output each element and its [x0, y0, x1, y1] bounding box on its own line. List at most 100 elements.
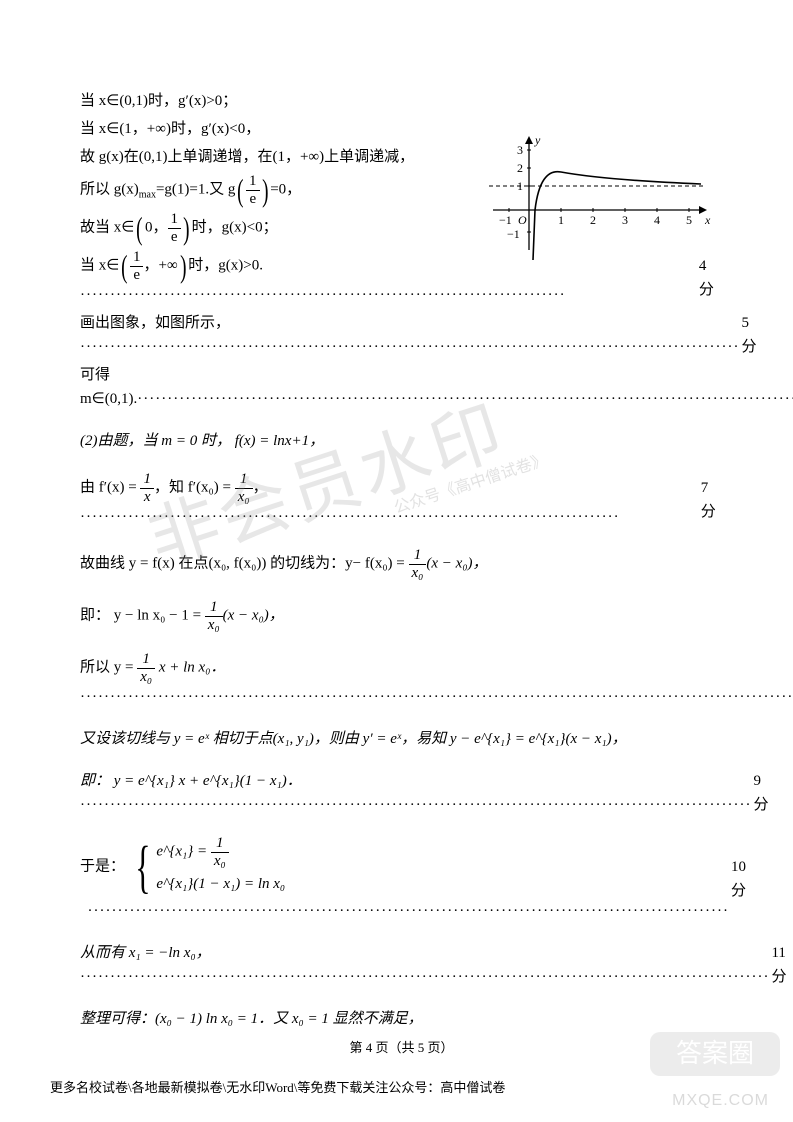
denominator: x₀: [235, 489, 253, 506]
text: 从而有 x₁ = −ln x₀，: [80, 945, 203, 961]
text: 画出图象，如图所示，: [80, 315, 223, 331]
fraction: 1x₀: [137, 651, 155, 685]
x-tick: −1: [499, 213, 512, 227]
text: ，+∞: [143, 257, 177, 273]
numerator: 1: [168, 211, 182, 229]
subscript: max: [139, 189, 156, 200]
text: 于是：: [80, 858, 125, 874]
denominator: e: [130, 267, 144, 284]
x-tick: 2: [590, 213, 596, 227]
denominator: e: [168, 229, 182, 246]
denominator: x₀: [211, 853, 229, 870]
denominator: x: [140, 489, 154, 506]
score-label: 11 分: [771, 941, 786, 989]
equation-system: e^{x₁} = 1x₀ e^{x₁}(1 − x₁) = ln x₀: [156, 835, 285, 899]
fraction: 1x₀: [235, 471, 253, 505]
paren-open: (: [238, 174, 244, 206]
paren-open: (: [121, 250, 127, 282]
y-tick: −1: [507, 227, 520, 241]
leader-dots: ········································…: [80, 797, 751, 813]
text: e^{x₁}(1 − x₁) = ln x₀: [156, 869, 285, 899]
y-tick: 3: [517, 143, 523, 157]
scored-line: 于是： { e^{x₁} = 1x₀ e^{x₁}(1 − x₁) = ln x…: [80, 835, 723, 923]
page-number: 第 4 页（共 5 页）: [80, 1037, 723, 1056]
y-tick: 1: [517, 179, 523, 193]
score-label: 5 分: [741, 311, 756, 359]
paren-close: ): [180, 250, 186, 282]
text: 时，g(x)<0；: [192, 219, 278, 235]
numerator: 1: [140, 471, 154, 489]
text: 整理可得：(x₀ − 1) ln x₀ = 1．又 x₀ = 1 显然不满足，: [80, 1011, 423, 1027]
text: e^{x₁} =: [156, 843, 210, 859]
scored-line: 画出图象，如图所示，······························…: [80, 311, 723, 359]
leader-dots: ········································…: [88, 903, 729, 919]
text: 故当 x∈: [80, 219, 134, 235]
text: =g(1)=1.又 g: [156, 181, 235, 197]
score-label: 9 分: [753, 769, 768, 817]
denominator: x₀: [409, 565, 427, 582]
text: 即： y − ln x₀ − 1 =: [80, 607, 205, 623]
text: 故曲线 y = f(x) 在点(x₀, f(x₀)) 的切线为：y− f(x₀)…: [80, 555, 409, 571]
scored-line: 可得 m∈(0,1).·····························…: [80, 363, 723, 411]
footer-note: 更多名校试卷\各地最新模拟卷\无水印Word\等免费下载关注公众号：高中僧试卷: [50, 1077, 505, 1096]
denominator: x₀: [137, 669, 155, 686]
axis-label-y: y: [534, 133, 541, 147]
text: =0，: [270, 181, 301, 197]
text-line: 又设该切线与 y = eˣ 相切于点(x₁, y₁)，则由 y′ = eˣ，易知…: [80, 727, 723, 751]
numerator: 1: [235, 471, 253, 489]
numerator: 1: [137, 651, 155, 669]
x-tick: 5: [686, 213, 692, 227]
text-line: 故曲线 y = f(x) 在点(x₀, f(x₀)) 的切线为：y− f(x₀)…: [80, 547, 723, 581]
scored-line: 由 f′(x) = 1x，知 f′(x₀) = 1x₀， ···········…: [80, 471, 723, 529]
function-graph: y x O −1 1 2 3 4 5 1 2 3 −1: [485, 130, 715, 270]
text: ，: [253, 479, 268, 495]
numerator: 1: [205, 599, 223, 617]
score-label: 10 分: [731, 855, 746, 903]
fraction: 1e: [130, 249, 144, 283]
text: 即： y = e^{x₁} x + e^{x₁}(1 − x₁)．: [80, 773, 294, 789]
text-line: 即： y − ln x₀ − 1 = 1x₀(x − x₀)，: [80, 599, 723, 633]
x-tick: 4: [654, 213, 660, 227]
fraction: 1x₀: [205, 599, 223, 633]
text: (x − x₀)，: [223, 607, 284, 623]
origin-label: O: [518, 213, 527, 227]
corner-watermark-icon: 答案圈: [648, 1030, 783, 1080]
denominator: x₀: [205, 617, 223, 634]
text: 由 f′(x) =: [80, 479, 140, 495]
text: 当 x∈: [80, 257, 119, 273]
paren-close: ): [262, 174, 268, 206]
text: x + ln x₀．: [155, 659, 225, 675]
leader-dots: ········································…: [80, 969, 769, 985]
scored-line: 即： y = e^{x₁} x + e^{x₁}(1 − x₁)．·······…: [80, 769, 723, 817]
corner-url-text: MXQE.COM: [672, 1092, 769, 1110]
score-label: 7 分: [701, 476, 723, 524]
text-line: 整理可得：(x₀ − 1) ln x₀ = 1．又 x₀ = 1 显然不满足，: [80, 1007, 723, 1031]
leader-dots: ········································…: [137, 391, 793, 407]
axis-label-x: x: [704, 213, 711, 227]
paren-open: (: [136, 212, 142, 244]
text-line: 当 x∈(0,1)时，g′(x)>0；: [80, 89, 723, 113]
text: 所以 y =: [80, 659, 137, 675]
numerator: 1: [246, 173, 260, 191]
fraction: 1e: [246, 173, 260, 207]
numerator: 1: [409, 547, 427, 565]
text-line: (2)由题，当 m = 0 时， f(x) = lnx+1，: [80, 429, 723, 453]
numerator: 1: [211, 835, 229, 853]
brace-icon: {: [135, 841, 150, 893]
arrow-icon: [525, 136, 533, 144]
text: 又设该切线与 y = eˣ 相切于点(x₁, y₁)，则由 y′ = eˣ，易知…: [80, 731, 627, 747]
y-tick: 2: [517, 161, 523, 175]
text: (2)由题，当 m = 0 时， f(x) = lnx+1，: [80, 433, 324, 449]
text: 所以 g(x): [80, 181, 139, 197]
fraction: 1e: [168, 211, 182, 245]
denominator: e: [246, 191, 260, 208]
x-tick: 3: [622, 213, 628, 227]
text: ，知 f′(x₀) =: [154, 479, 235, 495]
leader-dots: ········································…: [80, 509, 620, 525]
scored-line: 从而有 x₁ = −ln x₀，························…: [80, 941, 723, 989]
text: 0，: [145, 219, 168, 235]
leader-dots: ········································…: [80, 689, 793, 705]
leader-dots: ········································…: [80, 287, 566, 303]
fraction: 1x: [140, 471, 154, 505]
leader-dots: ········································…: [80, 339, 739, 355]
